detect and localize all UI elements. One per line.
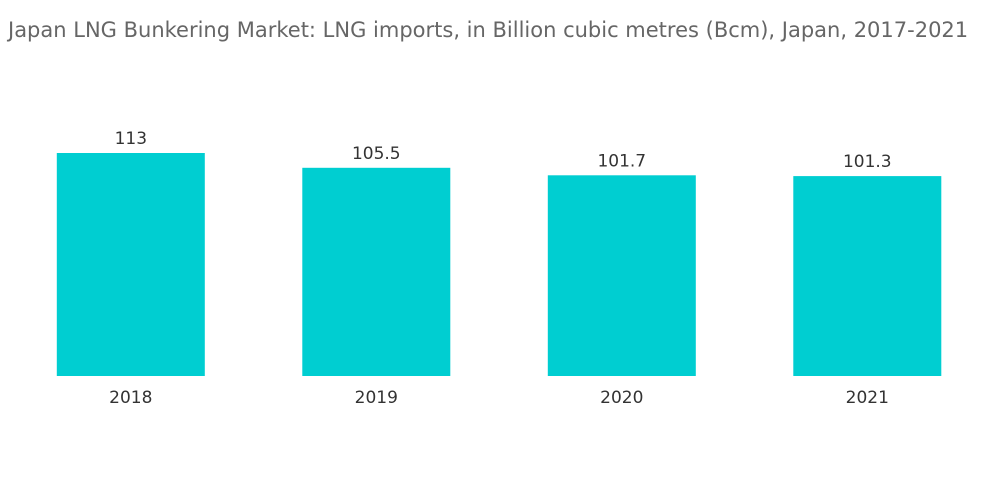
value-label-2019: 105.5 xyxy=(352,144,401,164)
x-tick-label-2018: 2018 xyxy=(109,388,152,408)
value-label-2021: 101.3 xyxy=(843,152,892,172)
bar-2021 xyxy=(793,176,942,376)
bar-2020 xyxy=(547,175,696,376)
x-tick-label-2021: 2021 xyxy=(846,388,889,408)
bar-2019 xyxy=(302,167,451,376)
value-label-2020: 101.7 xyxy=(597,151,646,171)
bar-2018 xyxy=(56,153,205,376)
x-tick-label-2019: 2019 xyxy=(355,388,398,408)
value-label-2018: 113 xyxy=(115,129,147,149)
x-tick-label-2020: 2020 xyxy=(600,388,643,408)
chart-title: Japan LNG Bunkering Market: LNG imports,… xyxy=(8,18,969,42)
